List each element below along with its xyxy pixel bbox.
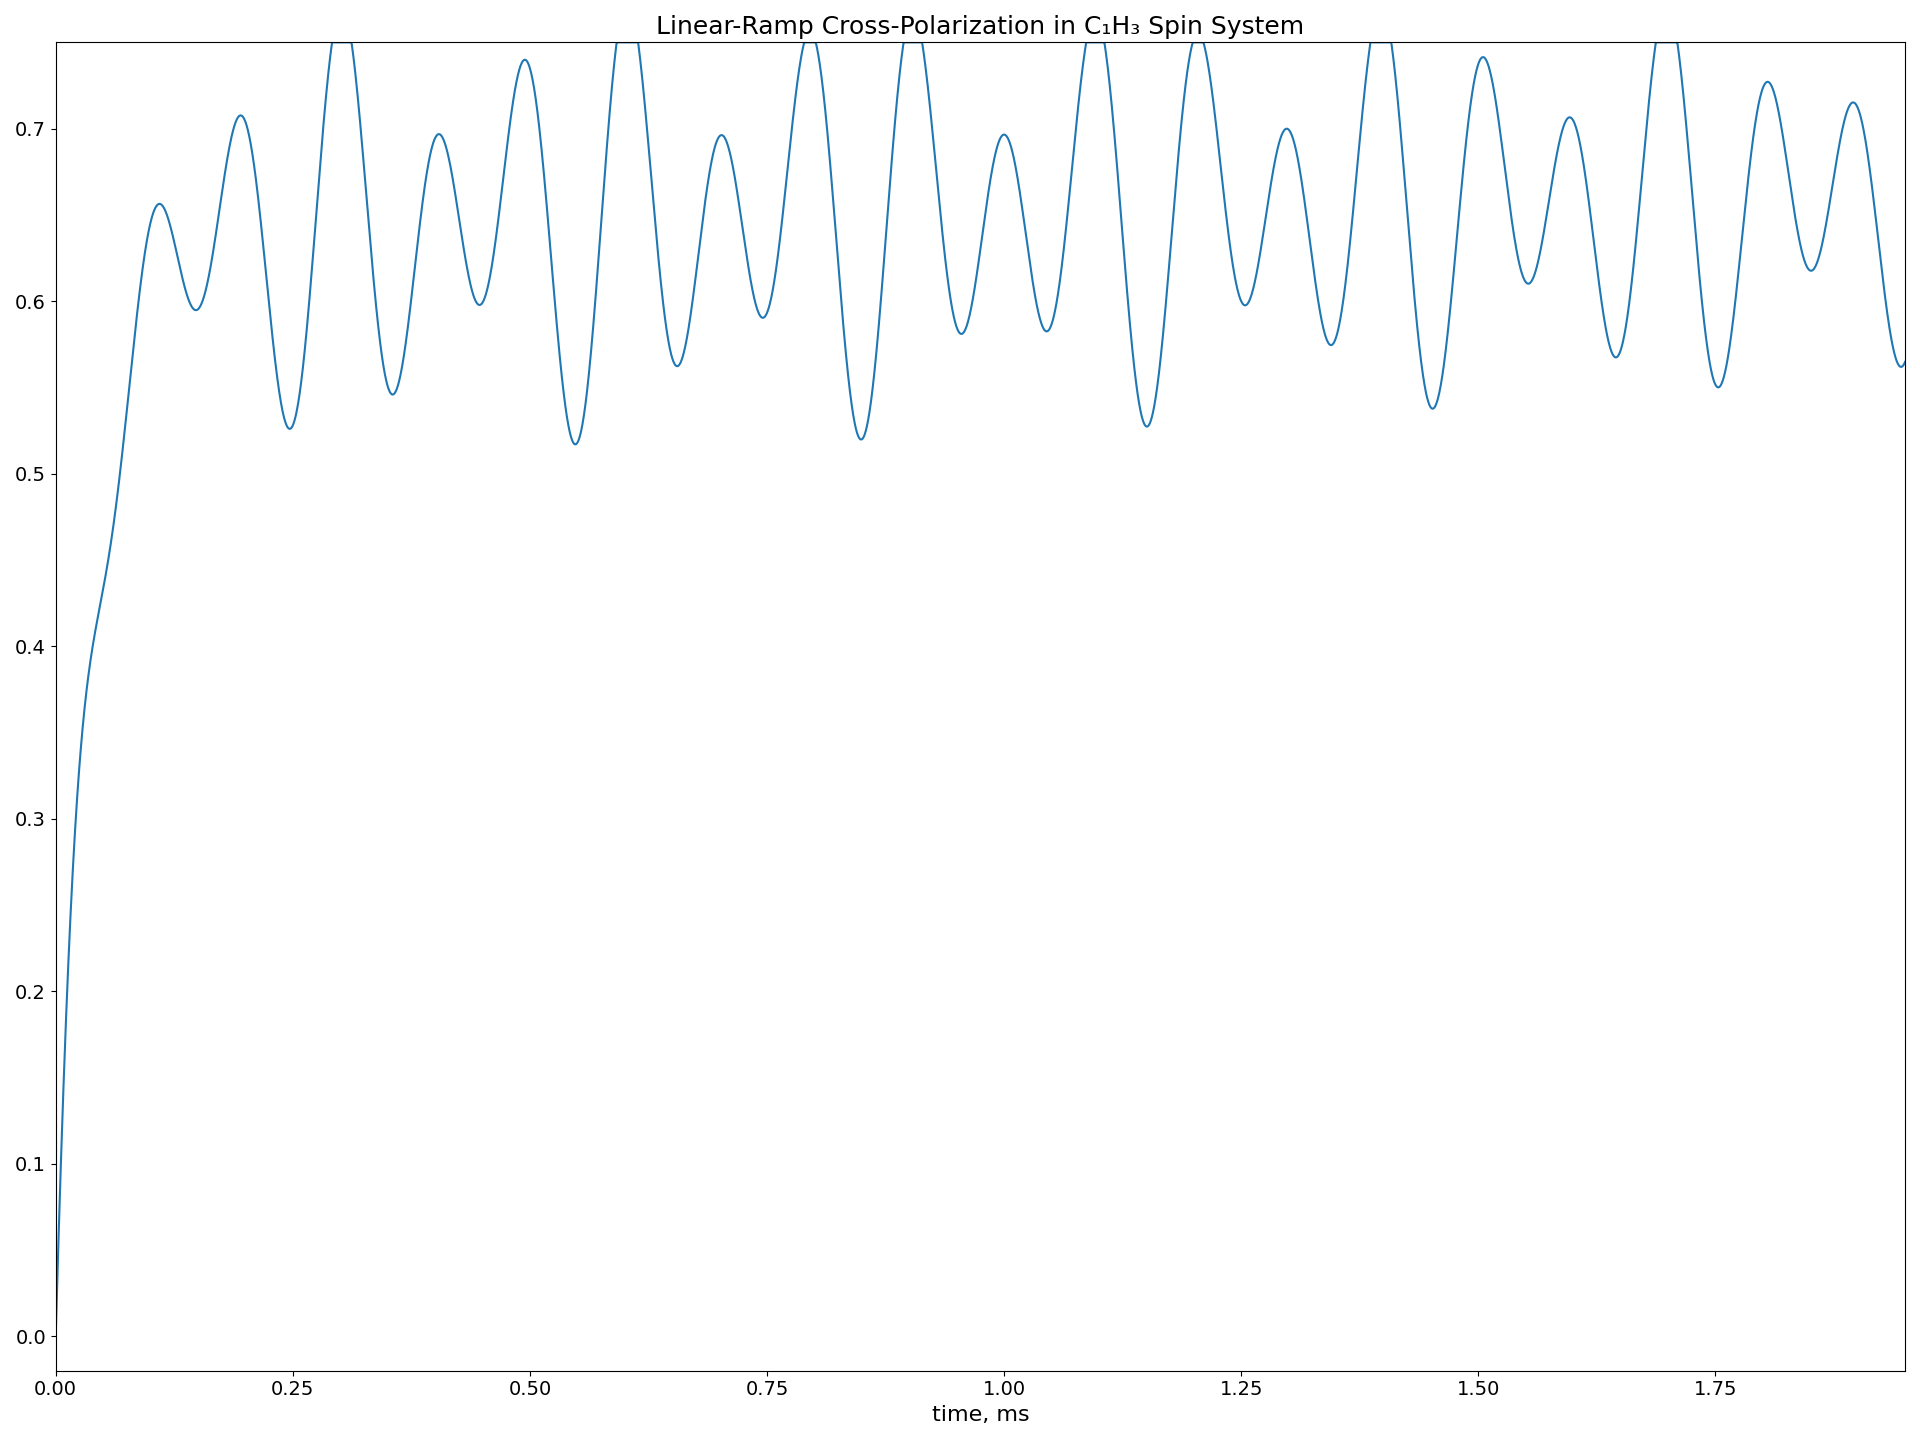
Title: Linear-Ramp Cross-Polarization in C₁H₃ Spin System: Linear-Ramp Cross-Polarization in C₁H₃ S… — [657, 14, 1304, 39]
X-axis label: time, ms: time, ms — [931, 1405, 1029, 1426]
